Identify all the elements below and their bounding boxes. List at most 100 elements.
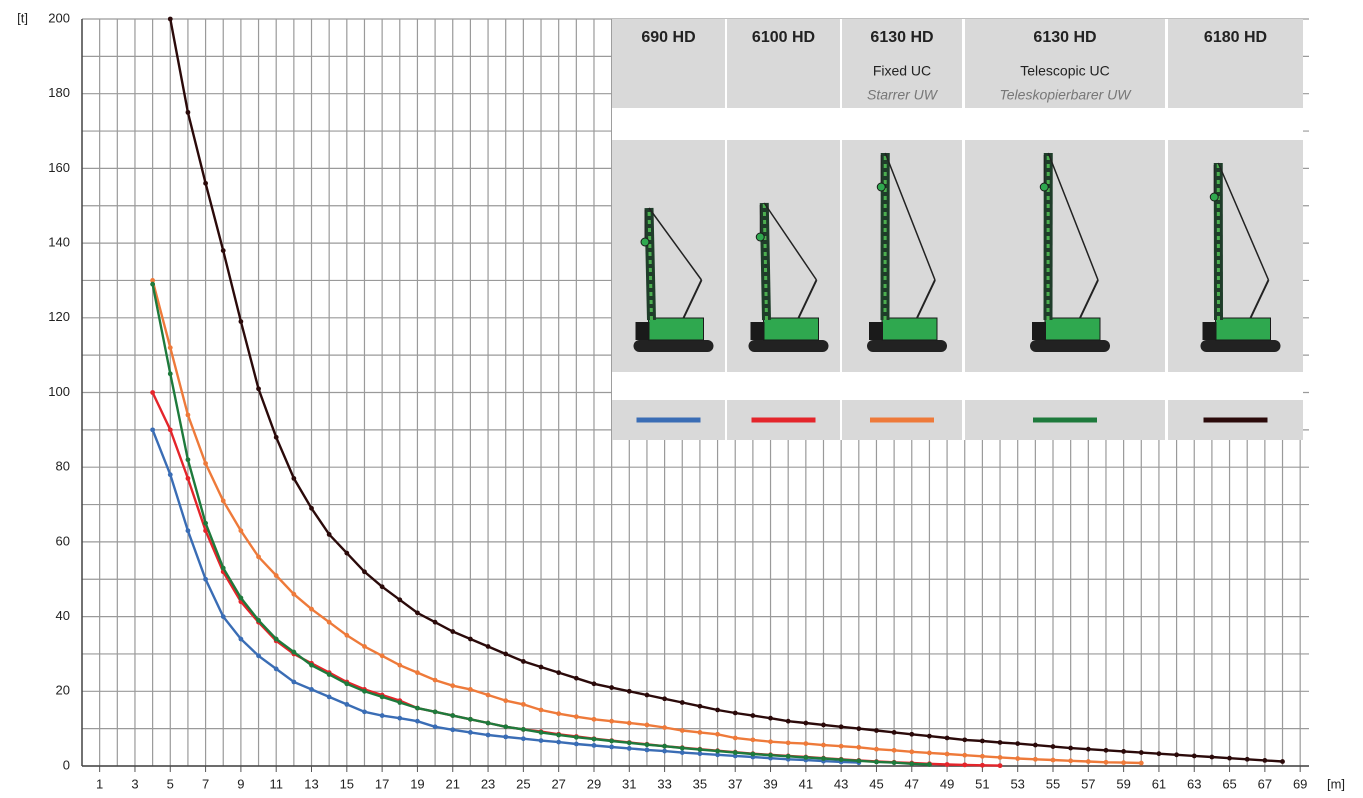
data-point <box>520 726 526 732</box>
data-point <box>1138 760 1144 766</box>
data-point <box>732 753 738 759</box>
crane-pendant <box>763 202 818 281</box>
legend-header-cell <box>842 19 962 108</box>
data-point <box>1280 759 1285 764</box>
crane-hook <box>1209 192 1219 202</box>
data-point <box>150 427 156 433</box>
data-point <box>362 569 367 575</box>
y-axis-label: [t] <box>17 10 28 25</box>
x-tick-label: 17 <box>375 776 389 791</box>
crane-mast <box>682 279 703 319</box>
data-point <box>1015 756 1021 761</box>
x-tick-label: 45 <box>869 776 883 791</box>
crane-body <box>763 317 819 341</box>
x-tick-label: 63 <box>1187 776 1201 791</box>
data-point <box>556 670 562 676</box>
x-tick-label: 61 <box>1152 776 1166 791</box>
data-point <box>450 629 456 634</box>
x-tick-label: 67 <box>1258 776 1272 791</box>
data-point <box>785 753 791 759</box>
data-point <box>715 752 720 758</box>
crane-hook <box>1039 182 1049 192</box>
data-point <box>768 752 773 758</box>
data-point <box>573 741 579 747</box>
data-point <box>626 740 632 746</box>
x-tick-label: 59 <box>1116 776 1130 791</box>
data-point <box>679 745 685 751</box>
data-point <box>468 716 473 722</box>
crane-cab <box>869 322 883 340</box>
data-point <box>1085 759 1091 764</box>
data-point <box>1138 750 1144 755</box>
y-tick-label: 40 <box>56 608 70 623</box>
data-point <box>785 718 791 724</box>
data-point <box>944 735 950 741</box>
data-point <box>291 679 297 685</box>
data-point <box>803 741 809 746</box>
data-point <box>432 677 438 683</box>
crane-body <box>1044 317 1101 341</box>
data-point <box>432 724 438 730</box>
data-point <box>520 701 526 707</box>
crane-cab <box>1032 322 1046 340</box>
data-point <box>220 614 226 619</box>
data-point <box>838 724 844 730</box>
x-tick-label: 47 <box>905 776 919 791</box>
data-point <box>238 636 244 642</box>
legend-label: 6100 HD <box>752 29 815 46</box>
data-point <box>397 700 403 705</box>
x-tick-label: 51 <box>975 776 989 791</box>
data-point <box>503 734 509 740</box>
crane-mast <box>1249 279 1270 319</box>
data-point <box>203 461 208 466</box>
data-point <box>750 737 756 743</box>
data-point <box>1262 757 1268 763</box>
data-point <box>1050 744 1056 749</box>
data-point <box>185 412 191 418</box>
data-point <box>167 345 173 351</box>
data-point <box>450 713 456 718</box>
data-point <box>997 740 1003 745</box>
data-point <box>679 750 685 755</box>
data-point <box>362 644 367 649</box>
x-tick-label: 3 <box>131 776 138 791</box>
data-point <box>309 505 314 511</box>
data-point <box>485 720 491 726</box>
y-tick-label: 180 <box>48 85 70 100</box>
data-point <box>538 664 544 670</box>
data-point <box>979 753 985 759</box>
data-point <box>591 736 597 742</box>
data-point <box>344 550 350 556</box>
data-point <box>697 703 703 709</box>
data-point <box>309 687 314 692</box>
data-point <box>856 744 862 750</box>
data-point <box>344 681 350 687</box>
series-line <box>169 18 1283 763</box>
data-point <box>979 738 985 744</box>
data-point <box>379 584 385 590</box>
data-point <box>927 733 932 739</box>
data-point <box>326 694 332 700</box>
crane-body <box>881 317 938 341</box>
crane-pendant <box>1047 152 1099 281</box>
data-point <box>962 752 968 758</box>
data-point <box>397 662 403 668</box>
data-point <box>874 728 879 733</box>
data-point <box>1015 741 1021 746</box>
x-tick-label: 37 <box>728 776 742 791</box>
data-point <box>397 715 403 721</box>
data-point <box>697 751 703 757</box>
legend-label: 6130 HD <box>1033 29 1096 46</box>
data-point <box>609 685 615 690</box>
data-point <box>1068 758 1074 764</box>
data-point <box>609 718 615 724</box>
data-point <box>185 528 191 534</box>
data-point <box>626 746 632 751</box>
data-point <box>556 739 562 745</box>
data-point <box>573 714 579 720</box>
data-point <box>415 670 420 676</box>
data-point <box>1068 745 1074 751</box>
y-tick-label: 0 <box>63 757 70 772</box>
